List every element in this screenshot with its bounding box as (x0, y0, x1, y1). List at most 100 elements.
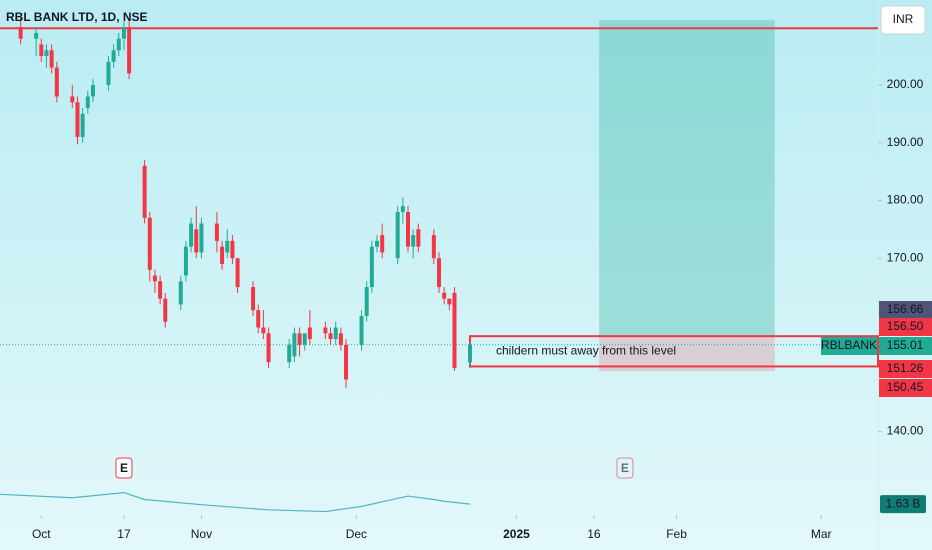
candle-body (261, 327, 266, 334)
candle-body (307, 327, 312, 340)
x-tick-label: 17 (117, 527, 131, 541)
candle-body (85, 96, 90, 109)
candle-body (116, 38, 121, 51)
y-tick-label: 200.00 (887, 77, 924, 91)
price-tag-label: 156.66 (887, 302, 924, 316)
price-tag (879, 301, 932, 319)
candle-body (251, 287, 256, 311)
candle-body (44, 50, 49, 57)
candle-body (395, 211, 400, 259)
candle-body (369, 246, 374, 288)
currency[interactable]: INR (893, 12, 914, 26)
symbol-tag-label: RBLBANK (821, 338, 877, 352)
candle-body (158, 281, 163, 299)
price-tag (879, 318, 932, 336)
candle-body (121, 27, 126, 39)
chart-layer: 200.00 190.00 180.00 170.00 140.00 Oct 17 Nov De… (0, 15, 932, 541)
candle-body (152, 275, 157, 282)
y-tick-label: 170.00 (887, 250, 924, 264)
candle-body (328, 333, 333, 340)
candle-body (127, 27, 132, 74)
candle-body (323, 327, 328, 334)
candle-body (106, 61, 111, 85)
x-tick-label: Oct (32, 527, 51, 541)
candle-body (178, 281, 183, 305)
candle-body (302, 333, 307, 345)
candle-body (34, 32, 39, 39)
candle-body (431, 235, 436, 259)
indicator-value-box (880, 495, 926, 514)
candle-body (90, 84, 95, 97)
y-tick-label: 140.00 (887, 424, 924, 438)
price-tag-label: 150.45 (887, 380, 924, 394)
earnings-label: E (621, 461, 629, 475)
candle-body (411, 235, 416, 247)
candle-body (359, 315, 364, 345)
candle-body (256, 310, 261, 328)
candle-body (452, 292, 457, 368)
candle-body (199, 223, 204, 253)
candle-body (447, 298, 452, 305)
price-tag-label: 156.50 (887, 319, 924, 333)
candle-body (54, 67, 59, 97)
candle-body (375, 240, 380, 247)
x-tick-label: 16 (587, 527, 601, 541)
earnings-marker (115, 457, 133, 479)
candle-body (49, 50, 54, 68)
candle-body (467, 344, 472, 363)
candle-body (142, 165, 147, 218)
candle-body (18, 27, 23, 39)
chart-title: RBL BANK LTD, 1D, NSE (6, 10, 148, 24)
candle-body (189, 223, 194, 247)
candle-body (147, 217, 152, 270)
y-tick-label: 180.00 (887, 193, 924, 207)
x-tick-label: Dec (346, 527, 367, 541)
symbol-tag (821, 337, 877, 355)
candle-body (183, 246, 188, 276)
candle-body (80, 113, 85, 137)
price-tag (879, 379, 932, 397)
candle-body (214, 223, 219, 241)
candle-body (364, 287, 369, 316)
candle-body (292, 333, 297, 357)
candle-body (39, 44, 44, 57)
x-tick-label: Mar (811, 527, 832, 541)
candle-body (111, 50, 116, 62)
earnings-marker (616, 457, 634, 479)
price-tag-label: 151.26 (887, 361, 924, 375)
y-tick-label: 190.00 (887, 135, 924, 149)
candle-body (338, 333, 343, 345)
currency-box[interactable] (880, 5, 926, 35)
loss-zone (599, 335, 775, 372)
candle-body (297, 333, 302, 345)
candle-body (287, 344, 292, 363)
price-tag (879, 360, 932, 378)
candle-body (220, 246, 225, 264)
indicator-value: 1.63 B (886, 496, 921, 510)
candle-body (266, 333, 271, 363)
candle-body (400, 206, 405, 212)
candle-body (163, 298, 168, 322)
candle-body (235, 258, 240, 288)
price-tag-label: 155.01 (887, 338, 924, 352)
candle-body (75, 102, 80, 137)
profit-zone (599, 20, 775, 336)
candle-body (416, 229, 421, 247)
x-tick-label: 2025 (503, 527, 530, 541)
x-tick-label: Feb (666, 527, 687, 541)
x-tick-label: Nov (191, 527, 212, 541)
candle-body (442, 292, 447, 299)
candle-body (380, 235, 385, 253)
candle-body (194, 229, 199, 253)
price-tag (879, 337, 932, 355)
candle-body (70, 96, 75, 103)
candle-body (344, 344, 349, 380)
annotation-text: childern must away from this level (496, 343, 676, 357)
earnings-label: E (120, 461, 128, 475)
candle-body (225, 240, 230, 253)
indicator-line (0, 492, 471, 513)
candle-body (437, 258, 441, 288)
candle-body (230, 240, 235, 259)
